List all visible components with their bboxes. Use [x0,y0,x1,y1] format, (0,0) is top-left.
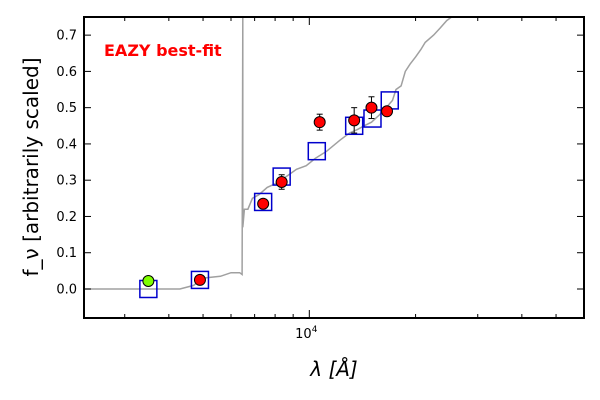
y-tick-label: 0.1 [56,246,77,261]
y-tick-label: 0.0 [56,282,77,297]
y-tick-label: 0.7 [56,29,77,44]
observed-flux-point [313,116,326,129]
model-flux-marker [253,192,273,212]
y-tick-label: 0.5 [56,101,77,116]
x-axis-title: λ [Å] [309,357,357,381]
observed-flux-point [381,105,394,118]
y-ticks: 0.0 0.1 0.2 0.3 0.4 0.5 0.6 0.7 [56,29,584,297]
plot-area [84,17,453,299]
model-flux-marker [190,270,210,290]
series-group [84,17,453,299]
sed-model-line [84,17,453,290]
observed-flux-point [257,197,270,210]
observed-flux-point [275,176,288,189]
observed-flux-point [142,275,155,288]
model-flux-marker [307,141,327,161]
chart-annotation: EAZY best-fit [104,41,222,60]
observed-flux-point [365,101,378,114]
y-tick-label: 0.2 [56,210,77,225]
x-ticks: 104 [124,17,585,342]
y-axis-title: f_ν [arbitrarily scaled] [19,58,43,277]
observed-flux-point [193,273,206,286]
y-tick-label: 0.6 [56,65,77,80]
x-tick-label-exponent: 4 [312,325,318,335]
plot-frame [83,16,585,319]
y-tick-label: 0.3 [56,174,77,189]
y-tick-label: 0.4 [56,137,77,152]
observed-flux-point [348,114,361,127]
x-tick-label: 104 [295,325,318,342]
